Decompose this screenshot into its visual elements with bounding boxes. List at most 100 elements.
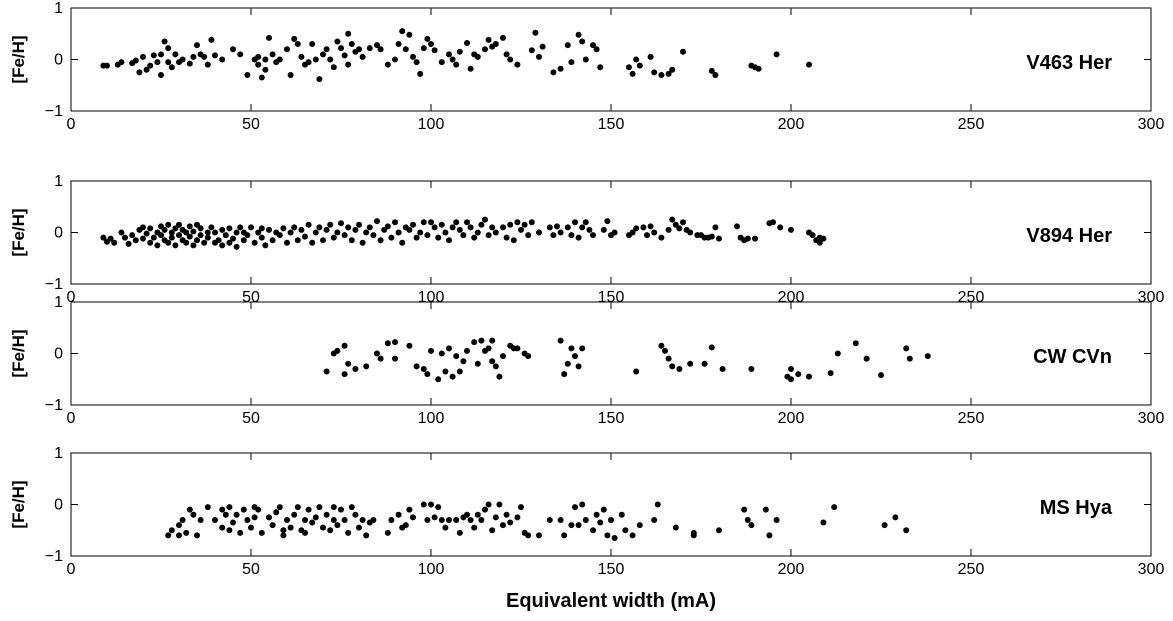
data-point xyxy=(582,56,589,63)
data-point xyxy=(773,516,780,523)
data-point xyxy=(341,342,348,349)
x-tick-label: 50 xyxy=(242,561,260,578)
data-point xyxy=(665,355,672,362)
data-point xyxy=(298,53,305,60)
data-point xyxy=(557,229,564,236)
data-point xyxy=(431,514,438,521)
data-point xyxy=(276,232,283,239)
data-point xyxy=(248,224,254,231)
data-point xyxy=(222,511,229,518)
data-point xyxy=(453,516,460,523)
data-point xyxy=(345,224,352,231)
data-point xyxy=(881,522,888,529)
data-point xyxy=(536,532,542,539)
data-point xyxy=(323,511,330,518)
data-point xyxy=(348,504,355,511)
data-point xyxy=(636,522,643,529)
data-point xyxy=(752,235,758,242)
data-point xyxy=(395,41,402,48)
data-point xyxy=(140,235,146,242)
x-axis-label: Equivalent width (mA) xyxy=(506,590,716,612)
data-point xyxy=(237,529,244,536)
data-point xyxy=(755,65,762,72)
data-point xyxy=(359,53,366,60)
data-point xyxy=(550,232,557,239)
data-point xyxy=(496,373,503,380)
data-point xyxy=(251,514,258,521)
x-tick-label: 250 xyxy=(958,116,985,133)
data-point xyxy=(748,365,755,372)
data-point xyxy=(370,232,377,239)
data-point xyxy=(201,239,208,246)
data-point xyxy=(532,29,539,36)
x-tick-label: 0 xyxy=(67,561,76,578)
data-point xyxy=(773,51,780,58)
data-point xyxy=(240,506,247,513)
data-point xyxy=(716,527,722,534)
data-point xyxy=(204,234,211,241)
data-point xyxy=(478,337,485,344)
data-point xyxy=(294,504,301,511)
data-point xyxy=(356,524,362,531)
data-point xyxy=(507,56,514,63)
data-point xyxy=(388,516,395,523)
data-point xyxy=(924,353,931,360)
data-point xyxy=(262,56,269,63)
data-point xyxy=(669,363,676,370)
data-point xyxy=(384,529,391,536)
data-point xyxy=(143,230,150,237)
data-point xyxy=(230,46,236,53)
data-point xyxy=(456,48,463,55)
data-point xyxy=(327,56,334,63)
data-point xyxy=(248,524,254,531)
data-point xyxy=(640,224,647,231)
data-point xyxy=(309,519,316,526)
data-point xyxy=(438,516,445,523)
data-point xyxy=(424,516,431,523)
data-point xyxy=(345,360,352,367)
data-point xyxy=(226,239,233,246)
data-point xyxy=(406,31,413,38)
data-point xyxy=(204,504,211,511)
data-point xyxy=(820,235,827,242)
data-point xyxy=(320,524,326,531)
data-point xyxy=(230,235,236,242)
data-point xyxy=(456,226,463,233)
data-point xyxy=(212,52,218,59)
data-point xyxy=(302,233,308,240)
x-tick-label: 50 xyxy=(242,116,260,133)
data-point xyxy=(147,225,154,232)
data-point xyxy=(716,235,722,242)
data-point xyxy=(604,532,611,539)
data-point xyxy=(219,242,226,249)
data-point xyxy=(719,365,726,372)
data-point xyxy=(676,225,683,232)
data-point xyxy=(878,372,884,379)
data-point xyxy=(428,219,434,226)
data-point xyxy=(140,53,146,60)
data-point xyxy=(284,46,290,53)
data-point xyxy=(557,516,564,523)
data-point xyxy=(820,519,827,526)
data-point xyxy=(395,229,402,236)
data-point xyxy=(384,340,391,347)
data-point xyxy=(280,527,287,534)
data-point xyxy=(428,41,434,48)
data-point xyxy=(514,514,521,521)
data-point xyxy=(284,239,290,246)
data-point xyxy=(546,516,553,523)
panel-frame xyxy=(70,301,1152,406)
data-point xyxy=(424,35,431,42)
data-point xyxy=(161,38,168,45)
data-point xyxy=(651,516,658,523)
data-point xyxy=(521,221,528,228)
data-point xyxy=(132,57,139,64)
data-point xyxy=(302,529,308,536)
data-point xyxy=(255,53,262,60)
y-tick-label: −1 xyxy=(45,103,63,120)
data-point xyxy=(600,506,607,513)
data-point xyxy=(770,219,776,226)
data-point xyxy=(255,61,262,68)
y-tick-label: 0 xyxy=(54,497,63,514)
